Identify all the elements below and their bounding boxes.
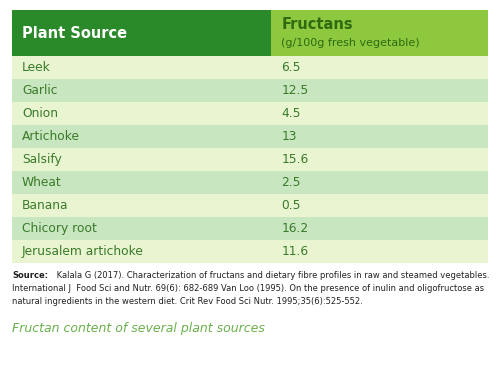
Bar <box>272 10 488 56</box>
Bar <box>272 240 488 263</box>
Text: (g/100g fresh vegetable): (g/100g fresh vegetable) <box>282 38 420 48</box>
Text: 6.5: 6.5 <box>282 61 301 74</box>
Text: 15.6: 15.6 <box>282 153 308 166</box>
Bar <box>12 125 272 148</box>
Text: Banana: Banana <box>22 199 68 212</box>
Text: Leek: Leek <box>22 61 51 74</box>
Text: Chicory root: Chicory root <box>22 222 97 235</box>
Text: natural ingredients in the western diet. Crit Rev Food Sci Nutr. 1995;35(6):525-: natural ingredients in the western diet.… <box>12 297 363 306</box>
Text: 11.6: 11.6 <box>282 245 308 258</box>
Bar <box>12 171 272 194</box>
Text: 12.5: 12.5 <box>282 84 308 97</box>
Bar <box>12 217 272 240</box>
Bar <box>12 102 272 125</box>
Text: Source:: Source: <box>12 271 48 280</box>
Text: Fructans: Fructans <box>282 17 353 32</box>
Bar <box>12 10 272 56</box>
Bar <box>272 79 488 102</box>
Text: Wheat: Wheat <box>22 176 62 189</box>
Text: Artichoke: Artichoke <box>22 130 80 143</box>
Bar <box>272 194 488 217</box>
Text: Kalala G (2017). Characterization of fructans and dietary fibre profiles in raw : Kalala G (2017). Characterization of fru… <box>54 271 490 280</box>
Bar <box>12 194 272 217</box>
Bar <box>12 56 272 79</box>
Text: Jerusalem artichoke: Jerusalem artichoke <box>22 245 144 258</box>
Text: 13: 13 <box>282 130 297 143</box>
Text: 2.5: 2.5 <box>282 176 301 189</box>
Bar <box>12 240 272 263</box>
Bar <box>272 148 488 171</box>
Text: Salsify: Salsify <box>22 153 62 166</box>
Bar <box>272 171 488 194</box>
Bar <box>272 56 488 79</box>
Text: 0.5: 0.5 <box>282 199 301 212</box>
Text: Fructan content of several plant sources: Fructan content of several plant sources <box>12 322 265 335</box>
Bar <box>272 125 488 148</box>
Text: International J  Food Sci and Nutr. 69(6): 682-689 Van Loo (1995). On the presen: International J Food Sci and Nutr. 69(6)… <box>12 284 484 293</box>
Bar <box>12 79 272 102</box>
Bar <box>272 102 488 125</box>
Text: 4.5: 4.5 <box>282 107 301 120</box>
Bar <box>272 217 488 240</box>
Text: Garlic: Garlic <box>22 84 58 97</box>
Bar <box>12 148 272 171</box>
Text: Plant Source: Plant Source <box>22 25 127 40</box>
Text: 16.2: 16.2 <box>282 222 308 235</box>
Text: Onion: Onion <box>22 107 58 120</box>
